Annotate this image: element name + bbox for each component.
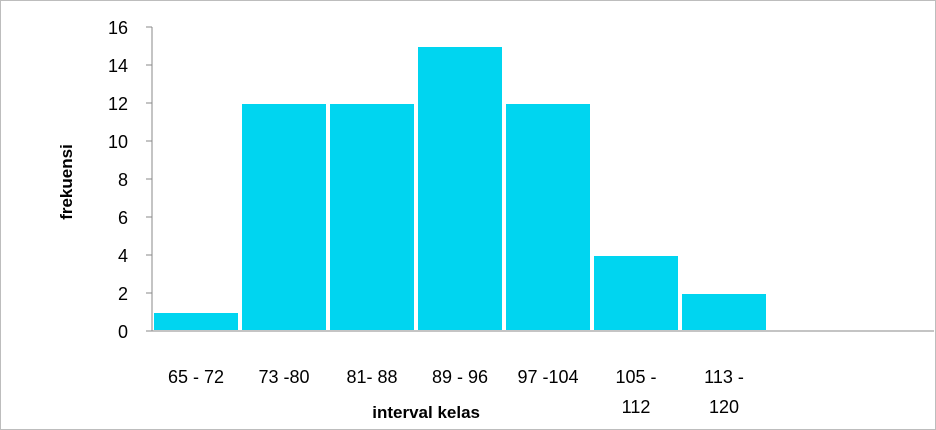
y-tick-label: 12 [108,94,128,114]
x-tick-label: 113 - 120 [704,367,744,417]
x-axis-title: interval kelas [372,403,480,422]
x-tick-label-line: 65 - 72 [168,367,224,387]
x-tick-label-line: 97 -104 [517,367,578,387]
y-tick-labels: 0 2 4 6 8 10 12 14 16 [108,18,128,342]
bar [680,292,768,332]
bar [240,102,328,332]
bar [592,254,680,332]
x-tick-label-line: 105 - [615,367,656,387]
bar [416,45,504,332]
x-tick-label-line: 73 -80 [258,367,309,387]
x-tick-label-line: 81- 88 [346,367,397,387]
axes [146,26,934,332]
y-tick-label: 4 [118,246,128,266]
x-tick-label: 89 - 96 [432,367,488,387]
y-tick-label: 0 [118,322,128,342]
bar [328,102,416,332]
bar [152,311,240,332]
x-tick-label: 97 -104 [517,367,578,387]
x-tick-label-line: 120 [709,397,739,417]
x-tick-label: 73 -80 [258,367,309,387]
y-tick-label: 6 [118,208,128,228]
y-tick-label: 8 [118,170,128,190]
bar [504,102,592,332]
y-tick-label: 10 [108,132,128,152]
y-tick-label: 14 [108,56,128,76]
x-tick-label-line: 113 - [704,367,744,387]
bars [152,45,768,332]
x-tick-label: 105 - 112 [615,367,656,417]
x-tick-label: 65 - 72 [168,367,224,387]
x-tick-label-line: 112 [622,397,651,417]
y-tick-label: 16 [108,18,128,38]
y-axis-title: frekuensi [57,144,76,220]
x-tick-label: 81- 88 [346,367,397,387]
x-tick-label-line: 89 - 96 [432,367,488,387]
y-tick-label: 2 [118,284,128,304]
x-tick-labels: 65 - 72 73 -80 81- 88 89 - 96 97 -104 105 - 11… [168,367,744,417]
